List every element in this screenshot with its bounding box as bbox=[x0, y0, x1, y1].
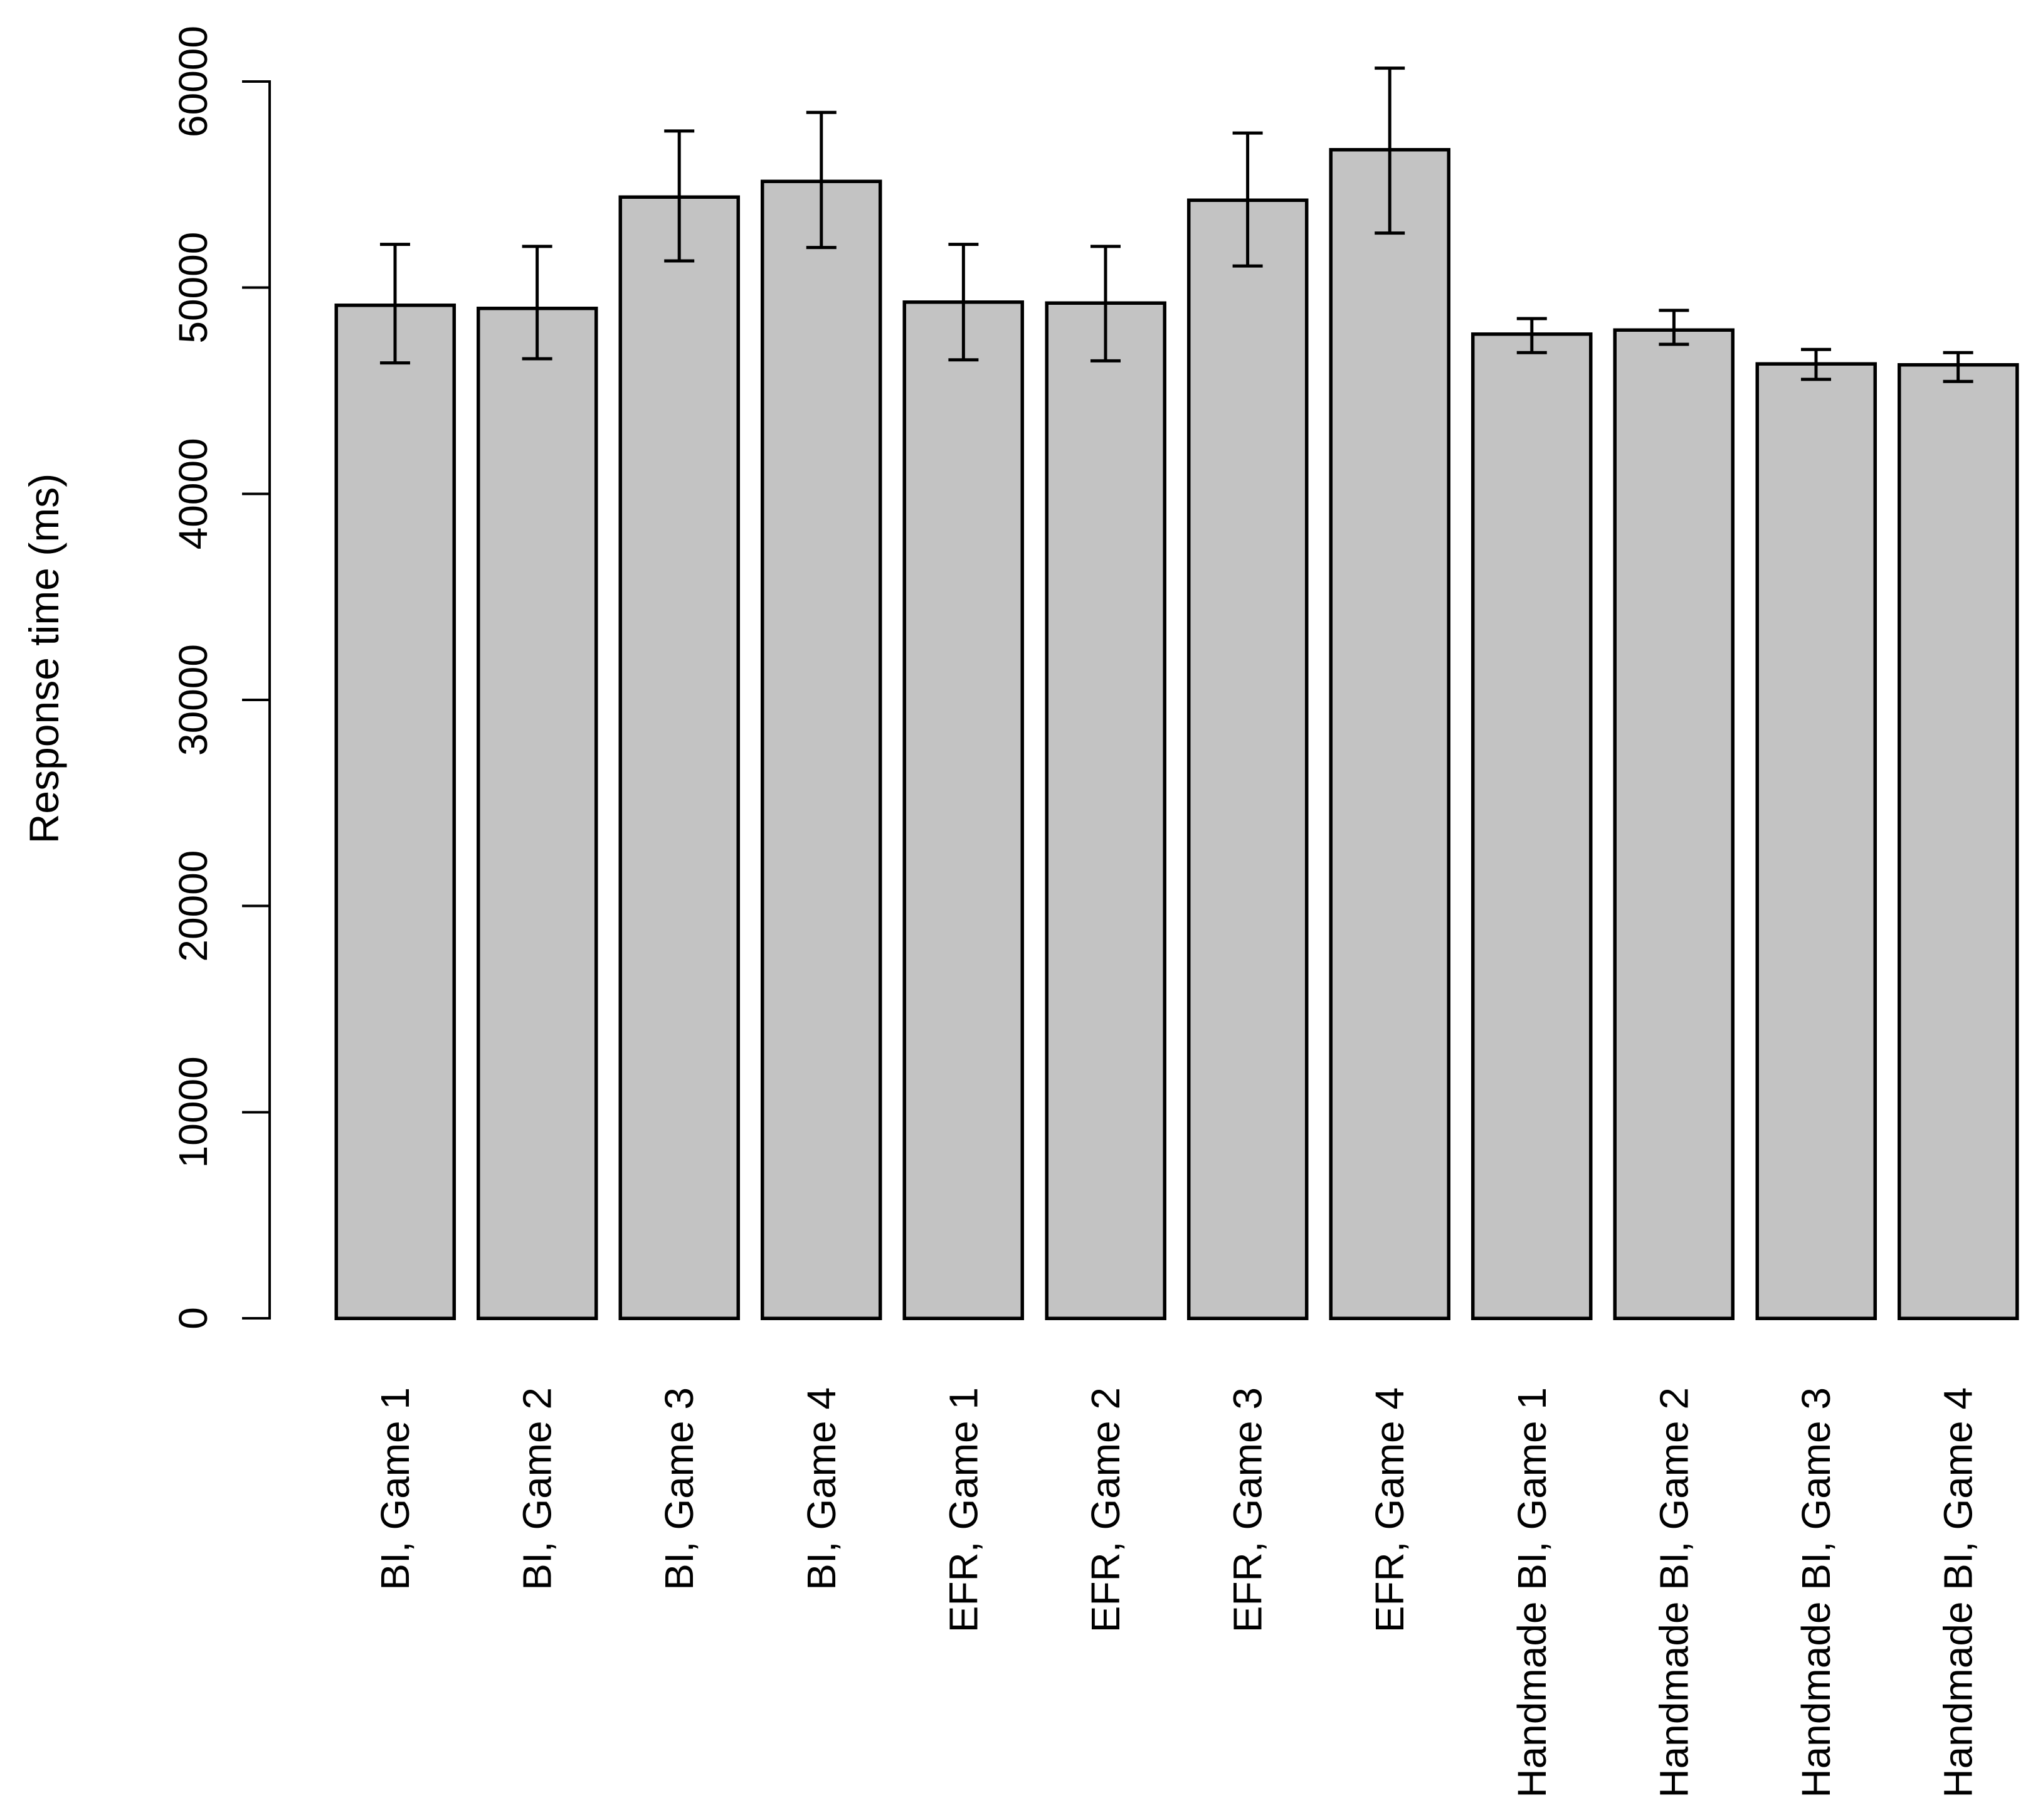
y-tick-label: 0 bbox=[171, 1307, 216, 1330]
error-bar bbox=[522, 245, 552, 361]
error-bar bbox=[948, 243, 979, 362]
bar bbox=[902, 300, 1025, 1320]
bar bbox=[1186, 198, 1309, 1320]
error-bar bbox=[380, 243, 410, 365]
x-tick-label: EFR, Game 1 bbox=[941, 1387, 986, 1632]
y-tick-label: 20000 bbox=[171, 850, 216, 962]
bars-group bbox=[334, 147, 2019, 1320]
bar bbox=[1471, 332, 1593, 1320]
x-tick-label: EFR, Game 3 bbox=[1225, 1387, 1270, 1632]
x-tick-label: BI, Game 1 bbox=[372, 1387, 418, 1590]
y-tick-label: 30000 bbox=[171, 644, 216, 756]
error-bar bbox=[1516, 317, 1547, 354]
x-tick-label: BI, Game 2 bbox=[515, 1387, 560, 1590]
error-bar bbox=[1659, 309, 1689, 346]
error-bar bbox=[1375, 66, 1405, 235]
bar bbox=[1329, 147, 1450, 1320]
y-tick-label: 60000 bbox=[171, 26, 216, 137]
error-bar bbox=[1801, 347, 1831, 381]
x-tick-label: EFR, Game 2 bbox=[1083, 1387, 1128, 1632]
x-tick-label: Handmade BI, Game 4 bbox=[1936, 1387, 1981, 1798]
x-labels-group: BI, Game 1 BI, Game 2 BI, Game 3 BI, Game 4… bbox=[372, 1387, 1981, 1798]
x-tick-label: Handmade BI, Game 3 bbox=[1793, 1387, 1839, 1798]
bar bbox=[1755, 362, 1877, 1320]
bar bbox=[476, 306, 598, 1320]
x-tick-label: BI, Game 4 bbox=[799, 1387, 844, 1590]
bar bbox=[618, 195, 740, 1320]
error-bar bbox=[664, 129, 695, 263]
x-tick-label: EFR, Game 4 bbox=[1367, 1387, 1412, 1632]
bar bbox=[1897, 363, 2019, 1320]
x-tick-label: BI, Game 3 bbox=[657, 1387, 702, 1590]
y-axis-title: Response time (ms) bbox=[21, 474, 67, 844]
x-tick-label: Handmade BI, Game 2 bbox=[1651, 1387, 1696, 1798]
y-ticks-group: 0 10000 20000 30000 40000 50000 60000 bbox=[171, 26, 270, 1330]
y-tick-label: 50000 bbox=[171, 232, 216, 344]
y-tick-label: 10000 bbox=[171, 1056, 216, 1168]
error-bar bbox=[1232, 131, 1263, 268]
bar bbox=[761, 179, 882, 1320]
bar bbox=[334, 303, 456, 1320]
error-bar bbox=[1943, 351, 1973, 383]
x-tick-label: Handmade BI, Game 1 bbox=[1509, 1387, 1555, 1798]
error-bar bbox=[1090, 245, 1121, 362]
bar bbox=[1613, 328, 1735, 1320]
bar bbox=[1045, 301, 1166, 1320]
y-tick-label: 40000 bbox=[171, 438, 216, 549]
error-bar bbox=[806, 110, 837, 250]
error-bars-group bbox=[380, 66, 1973, 383]
